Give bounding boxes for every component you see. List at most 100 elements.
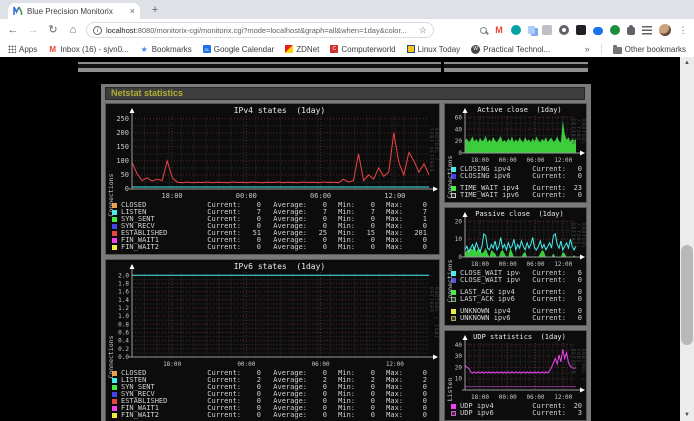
legend-stat-value: 0 <box>370 404 375 412</box>
site-info-icon[interactable]: i <box>93 25 102 35</box>
rrdtool-watermark: RRDTOOL / TOBI OETIKER <box>570 223 585 249</box>
bookmarks-overflow-icon[interactable]: » <box>584 44 590 54</box>
bookmark-item[interactable]: Linux Today <box>406 45 460 54</box>
search-extension-icon[interactable] <box>480 26 487 34</box>
legend-stat-value: 0 <box>577 307 582 315</box>
home-icon[interactable]: ⌂ <box>69 24 77 36</box>
page-scrollbar[interactable]: ▲ ▼ <box>680 57 694 421</box>
passive-close-graph[interactable]: 0 10 20 18:00 00:00 06:00 12:00 Passive close … <box>445 208 586 303</box>
green-circle-extension-icon[interactable] <box>610 25 620 35</box>
legend-stat-value: 0 <box>370 411 375 419</box>
svg-text:250: 250 <box>116 115 129 123</box>
other-bookmarks-button[interactable]: Other bookmarks <box>612 44 686 54</box>
legend-series-name: UDP ipv6 <box>460 410 494 417</box>
legend-stat-value: 0 <box>322 383 327 391</box>
legend-stat-value: 0 <box>322 397 327 405</box>
legend-stat-label: Average: <box>273 208 307 216</box>
legend-swatch <box>451 271 456 276</box>
legend-stat-label: Current: <box>207 369 241 377</box>
address-bar[interactable]: i localhost:8080/monitorix-cgi/monitorix… <box>86 22 434 38</box>
ipv4-states-graph[interactable]: 0 50 100 150 200 250 18:00 00:00 06:00 12:00 IPv4… <box>106 104 439 217</box>
back-icon[interactable]: ← <box>7 24 19 36</box>
svg-text:18:00: 18:00 <box>471 261 489 268</box>
bookmark-item[interactable]: Inbox (16) - sjvn0... <box>48 45 128 54</box>
legend-stat-label: Max: <box>386 383 403 391</box>
legend-stat-value: 0 <box>256 215 261 223</box>
legend-stat-value: 0 <box>256 236 261 244</box>
gmail-extension-icon[interactable]: M <box>495 25 503 35</box>
copy-pages-extension-icon[interactable] <box>528 26 535 34</box>
scrollbar-up-icon[interactable]: ▲ <box>684 60 690 66</box>
legend-swatch <box>112 245 117 250</box>
legend-swatch <box>112 385 117 390</box>
legend-stat-value: 0 <box>370 383 375 391</box>
legend-stat-value: 0 <box>256 390 261 398</box>
bookmark-item[interactable]: ZDNet <box>285 45 319 54</box>
legend-stat-label: Current: <box>207 229 241 237</box>
teal-circle-extension-icon[interactable] <box>511 25 521 35</box>
forward-icon[interactable]: → <box>27 24 39 36</box>
legend-stat-value: 0 <box>256 369 261 377</box>
svg-text:00:00: 00:00 <box>237 361 255 368</box>
browser-tab[interactable]: Blue Precision Monitorix × <box>8 3 140 19</box>
svg-text:06:00: 06:00 <box>526 157 544 164</box>
apps-label: Apps <box>19 44 38 54</box>
legend-row: TIME_WAIT ipv6 Current: 0 <box>450 192 582 199</box>
legend-stat-label: Average: <box>273 222 307 230</box>
svg-text:06:00: 06:00 <box>310 192 331 200</box>
eye-extension-icon[interactable] <box>559 25 569 35</box>
legend-stat-value: 0 <box>322 215 327 223</box>
blue-capsule-extension-icon[interactable] <box>593 26 603 35</box>
scrollbar-down-icon[interactable]: ▼ <box>684 412 690 418</box>
svg-text:60: 60 <box>455 114 463 121</box>
legend-swatch <box>112 371 117 376</box>
legend-series-name: CLOSE_WAIT ipv6 <box>460 277 520 284</box>
list-extension-icon[interactable] <box>642 26 652 35</box>
reload-icon[interactable]: ↻ <box>48 24 58 36</box>
profile-avatar[interactable] <box>659 24 671 36</box>
active-close-graph[interactable]: 0 20 40 60 18:00 00:00 06:00 12:00 Active close… <box>445 104 586 199</box>
dark-square-extension-icon[interactable] <box>576 25 586 35</box>
legend-series-name: CLOSED <box>121 370 147 377</box>
bookmark-star-icon[interactable]: ☆ <box>418 24 427 35</box>
legend-stat-value: 0 <box>370 397 375 405</box>
bookmarks-bar: Apps Inbox (16) - sjvn0... Bookmarks Googl… <box>0 41 694 57</box>
legend-swatch <box>451 186 456 191</box>
legend-swatch <box>451 411 456 416</box>
legend-series-name: FIN_WAIT2 <box>121 244 159 251</box>
bookmark-item[interactable]: Bookmarks <box>140 45 192 54</box>
legend-series-name: TIME_WAIT ipv6 <box>460 192 520 199</box>
legend-stat-label: Current: <box>532 409 566 417</box>
bookmark-item[interactable]: Computerworld <box>330 45 396 54</box>
bookmark-item[interactable]: Google Calendar <box>202 45 274 54</box>
svg-text:0: 0 <box>458 254 462 261</box>
legend-row: FIN_WAIT2 Current: 0 Average: 0 Min: 0 Max: 0 <box>111 244 435 251</box>
legend-stat-label: Min: <box>338 404 355 412</box>
menu-dots-icon[interactable]: ⋮ <box>678 25 688 35</box>
gray-square-extension-icon[interactable] <box>542 25 552 35</box>
udp-statistics-graph[interactable]: 10 20 30 40 18:00 00:00 06:00 12:00 UDP statist… <box>445 331 586 401</box>
legend-stat-value: 0 <box>322 369 327 377</box>
ipv6-states-graph[interactable]: 0.0 0.2 0.4 0.6 0.8 1.0 1.2 1.4 1.6 1.8 2.0 18:00 00… <box>106 260 439 379</box>
legend-swatch <box>112 392 117 397</box>
tab-close-icon[interactable]: × <box>129 5 135 16</box>
apps-shortcut[interactable]: Apps <box>8 45 37 54</box>
extensions-puzzle-icon[interactable] <box>627 25 635 35</box>
legend-stat-value: 2 <box>322 376 327 384</box>
legend-stat-label: Current: <box>207 222 241 230</box>
svg-text:10: 10 <box>455 376 463 383</box>
left-graph-column: 0 50 100 150 200 250 18:00 00:00 06:00 12:00 IPv4… <box>105 103 440 421</box>
legend-stat-label: Average: <box>273 397 307 405</box>
bookmark-item[interactable]: Practical Technol... <box>471 44 550 54</box>
legend-stat-label: Current: <box>207 215 241 223</box>
legend-stat-value: 0 <box>422 404 427 412</box>
legend-stat-label: Min: <box>338 383 355 391</box>
linuxtoday-icon <box>406 45 415 53</box>
rrdtool-watermark: RRDTOOL / TOBI OETIKER <box>428 128 438 173</box>
svg-text:40: 40 <box>455 126 463 133</box>
new-tab-button[interactable]: + <box>151 4 159 16</box>
svg-text:20: 20 <box>455 218 463 225</box>
y-axis-label: Connections <box>107 335 115 379</box>
scrollbar-thumb[interactable] <box>681 245 693 345</box>
legend-swatch <box>112 399 117 404</box>
